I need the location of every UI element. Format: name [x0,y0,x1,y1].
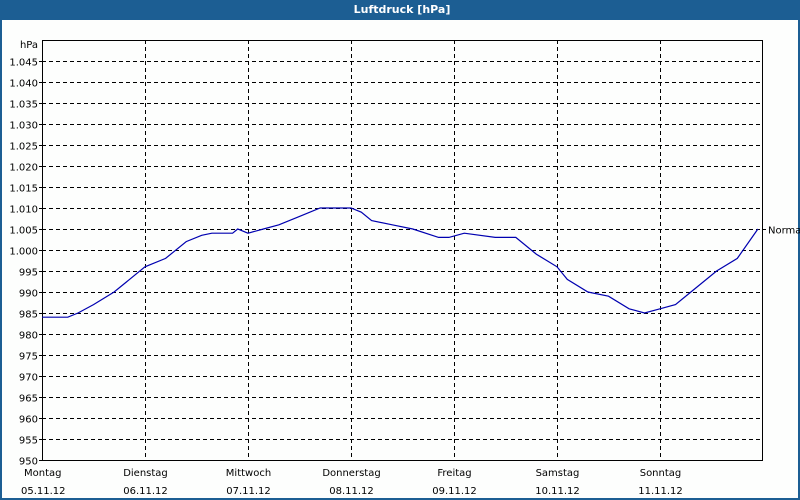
y-tick-label: 1.005 [9,226,38,237]
y-tick-label: 970 [19,373,38,384]
x-label-day: Sonntag [640,468,682,479]
x-axis-labels: Montag 05.11.12 Dienstag 06.11.12 Mittwoch 07… [21,468,683,497]
x-label-day: Samstag [536,468,580,479]
y-tick-label: 985 [19,310,38,321]
x-label-date: 08.11.12 [329,486,374,497]
x-label-date: 09.11.12 [432,486,477,497]
x-label-day: Donnerstag [322,468,380,479]
y-tick-label: 1.030 [9,121,38,132]
x-label-date: 06.11.12 [123,486,168,497]
y-tick-label: 1.010 [9,205,38,216]
x-label-day: Freitag [437,468,471,479]
normal-label: Normal [768,226,800,237]
y-tick-label: 950 [19,457,38,468]
y-tick-label: 990 [19,289,38,300]
y-axis-unit: hPa [20,40,38,51]
y-tick-label: 1.040 [9,79,38,90]
x-label-date: 07.11.12 [226,486,271,497]
window-title: Luftdruck [hPa] [2,0,800,20]
x-label-date: 11.11.12 [638,486,683,497]
y-tick-label: 1.045 [9,58,38,69]
vertical-gridlines [145,40,661,460]
y-tick-label: 955 [19,436,38,447]
x-label-date: 10.11.12 [535,486,580,497]
y-tick-label: 1.035 [9,100,38,111]
y-axis-ticks: 950 955 960 965 970 975 980 985 990 995 1.000 1.005… [9,58,42,468]
y-tick-label: 1.000 [9,247,38,258]
y-tick-label: 960 [19,415,38,426]
y-tick-label: 1.025 [9,142,38,153]
y-tick-label: 995 [19,268,38,279]
y-tick-label: 975 [19,352,38,363]
pressure-line [42,207,759,318]
x-label-day: Mittwoch [226,468,271,479]
y-tick-label: 1.015 [9,184,38,195]
x-label-day: Dienstag [123,468,168,479]
x-label-date: 05.11.12 [21,486,66,497]
x-label-day: Montag [24,468,61,479]
plot-frame [42,40,763,461]
horizontal-gridlines [42,61,762,440]
y-tick-label: 965 [19,394,38,405]
y-tick-label: 980 [19,331,38,342]
y-tick-label: 1.020 [9,163,38,174]
